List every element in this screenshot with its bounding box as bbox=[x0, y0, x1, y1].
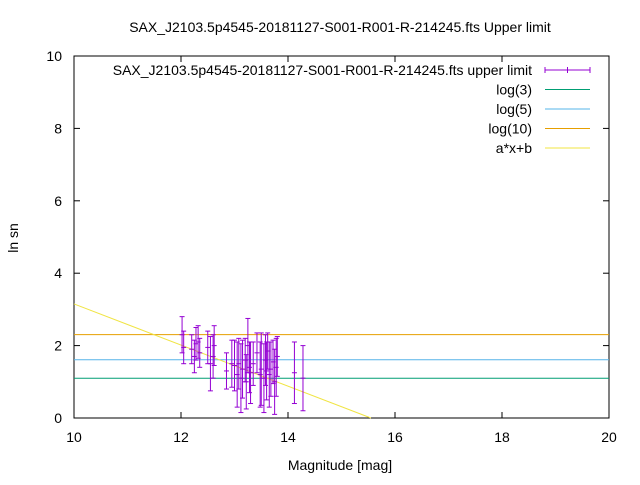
x-tick-label: 18 bbox=[494, 429, 510, 445]
data-point bbox=[257, 341, 263, 408]
legend-label: SAX_J2103.5p4545-20181127-S001-R001-R-21… bbox=[113, 62, 532, 78]
data-point bbox=[189, 334, 195, 365]
legend-item: a*x+b bbox=[496, 140, 590, 156]
x-tick-label: 14 bbox=[280, 429, 296, 445]
data-point bbox=[248, 341, 254, 405]
legend: SAX_J2103.5p4545-20181127-S001-R001-R-21… bbox=[113, 62, 591, 156]
data-point bbox=[197, 337, 203, 368]
data-point bbox=[254, 332, 260, 374]
legend-label: a*x+b bbox=[496, 140, 532, 156]
data-point bbox=[242, 337, 248, 383]
data-point bbox=[300, 345, 306, 412]
x-tick-label: 20 bbox=[601, 429, 617, 445]
fit-line bbox=[73, 303, 372, 419]
legend-item: SAX_J2103.5p4545-20181127-S001-R001-R-21… bbox=[113, 62, 591, 78]
legend-item: log(10) bbox=[488, 121, 590, 137]
data-point bbox=[211, 325, 217, 367]
plot-area: 10 12 14 16 18 20 0 2 4 6 8 10 bbox=[46, 48, 617, 445]
y-tick-label: 0 bbox=[54, 410, 62, 426]
x-tick-label: 10 bbox=[66, 429, 82, 445]
y-tick-label: 8 bbox=[54, 120, 62, 136]
data-point bbox=[181, 330, 187, 365]
x-tick-label: 12 bbox=[173, 429, 189, 445]
y-tick-label: 4 bbox=[54, 265, 62, 281]
chart-title: SAX_J2103.5p4545-20181127-S001-R001-R-21… bbox=[129, 19, 551, 35]
x-axis-label: Magnitude [mag] bbox=[288, 457, 392, 473]
legend-label: log(3) bbox=[496, 82, 532, 98]
y-tick-label: 6 bbox=[54, 193, 62, 209]
data-point bbox=[273, 337, 279, 397]
data-point bbox=[291, 341, 297, 405]
data-point bbox=[193, 327, 199, 361]
y-axis-label: ln sn bbox=[5, 223, 21, 253]
data-point bbox=[205, 330, 211, 365]
y-tick-label: 2 bbox=[54, 338, 62, 354]
legend-label: log(10) bbox=[488, 121, 532, 137]
data-point bbox=[274, 336, 280, 377]
data-point bbox=[250, 341, 256, 386]
legend-item: log(3) bbox=[496, 82, 590, 98]
x-tick-label: 16 bbox=[387, 429, 403, 445]
legend-label: log(5) bbox=[496, 101, 532, 117]
data-point bbox=[258, 332, 264, 406]
data-point bbox=[223, 352, 229, 390]
plot-frame bbox=[73, 55, 610, 419]
data-point bbox=[240, 339, 246, 399]
data-point bbox=[229, 339, 235, 388]
data-point bbox=[207, 336, 213, 392]
data-point bbox=[232, 339, 237, 392]
data-point bbox=[210, 334, 216, 379]
y-tick-label: 10 bbox=[46, 48, 62, 64]
legend-item: log(5) bbox=[496, 101, 590, 117]
